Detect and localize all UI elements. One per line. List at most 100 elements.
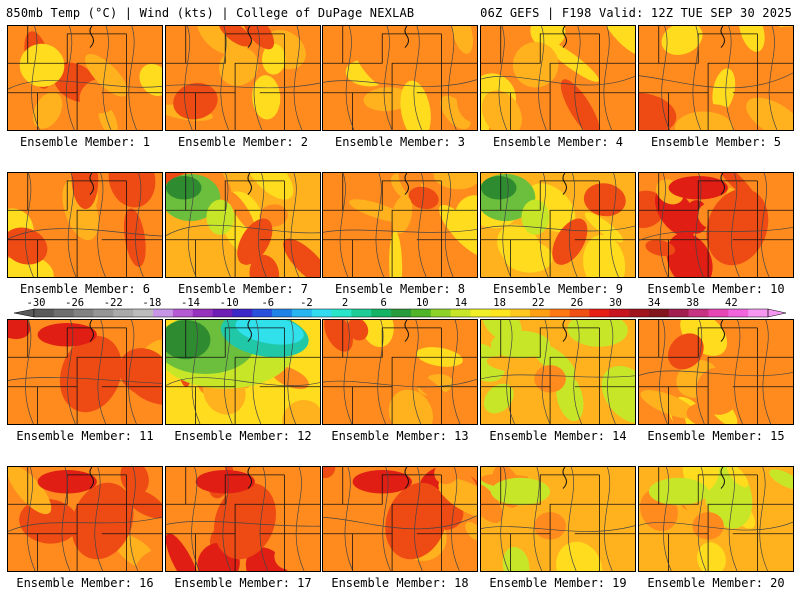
colorbar-tick-label: 34 [648,297,661,309]
ensemble-member-map [638,466,794,572]
temperature-field [639,173,793,277]
colorbar-swatch [93,309,114,317]
temperature-field [166,26,320,130]
temperature-field [481,467,635,571]
ensemble-member-map [480,172,636,278]
colorbar-tick-label: 22 [532,297,545,309]
colorbar-min-arrow [13,308,35,318]
ensemble-member-map [480,319,636,425]
temperature-field [8,26,162,130]
colorbar-swatch [133,309,154,317]
colorbar-tick-label: 2 [342,297,348,309]
colorbar-tick-label: 42 [725,297,738,309]
colorbar-tick-label: -30 [27,297,46,309]
colorbar-swatch [589,309,610,317]
ensemble-member-label: Ensemble Member: 17 [174,576,312,590]
ensemble-member-map [322,25,478,131]
temperature-field [323,467,477,571]
colorbar-swatch [34,309,55,317]
colorbar-tick-label: 18 [493,297,506,309]
colorbar-swatch [53,309,74,317]
colorbar-swatch [192,309,213,317]
colorbar-tick-label: 26 [571,297,584,309]
ensemble-member-map [7,319,163,425]
ensemble-member-label: Ensemble Member: 12 [174,429,312,443]
colorbar-swatch [331,309,352,317]
temperature-field [639,26,793,130]
colorbar-tick-label: 10 [416,297,429,309]
colorbar-swatch [648,309,670,317]
ensemble-member-map [322,172,478,278]
colorbar-tick-label: -22 [104,297,123,309]
ensemble-member-map [480,25,636,131]
ensemble-member-label: Ensemble Member: 16 [16,576,154,590]
ensemble-member-map [165,25,321,131]
ensemble-member-label: Ensemble Member: 20 [647,576,785,590]
colorbar-swatch [450,309,471,317]
ensemble-member-map [322,466,478,572]
ensemble-member-map [638,25,794,131]
colorbar-swatch [351,309,372,317]
colorbar-swatch [549,309,570,317]
ensemble-member-label: Ensemble Member: 19 [489,576,627,590]
temperature-field [481,26,635,130]
ensemble-member-map [165,172,321,278]
temperature-field [323,320,477,424]
ensemble-member-map [638,172,794,278]
colorbar-tick-label: 6 [381,297,387,309]
ensemble-member-label: Ensemble Member: 18 [331,576,469,590]
colorbar-tick-label: 38 [686,297,699,309]
colorbar-swatch [73,309,94,317]
ensemble-member-label: Ensemble Member: 7 [177,282,309,296]
ensemble-member-label: Ensemble Member: 6 [19,282,151,296]
colorbar-swatch [311,309,332,317]
ensemble-member-label: Ensemble Member: 2 [177,135,309,149]
colorbar-swatch [490,309,511,317]
colorbar-swatch [172,309,194,317]
colorbar-swatch [609,309,630,317]
ensemble-member-label: Ensemble Member: 10 [647,282,785,296]
ensemble-member-map [7,25,163,131]
ensemble-member-label: Ensemble Member: 15 [647,429,785,443]
colorbar-swatch [708,309,729,317]
temperature-field [639,320,793,424]
ensemble-member-label: Ensemble Member: 3 [334,135,466,149]
ensemble-member-label: Ensemble Member: 14 [489,429,627,443]
colorbar-swatch [410,309,432,317]
colorbar-swatch [232,309,253,317]
temperature-field [323,26,477,130]
colorbar-swatch [529,309,551,317]
colorbar-swatch [430,309,451,317]
temperature-field [323,173,477,277]
colorbar-swatch [748,309,769,317]
colorbar-swatch [728,309,749,317]
ensemble-member-label: Ensemble Member: 9 [492,282,624,296]
temperature-field [166,173,320,277]
colorbar-swatch [688,309,709,317]
ensemble-member-map [480,466,636,572]
map-title: 850mb Temp (°C) | Wind (kts) | College o… [6,6,415,20]
colorbar-swatch [291,309,313,317]
ensemble-member-map [165,466,321,572]
colorbar-tick-label: -10 [220,297,239,309]
ensemble-member-map [322,319,478,425]
ensemble-member-label: Ensemble Member: 1 [19,135,151,149]
ensemble-member-label: Ensemble Member: 11 [16,429,154,443]
temperature-field [8,320,162,424]
colorbar-swatch [629,309,650,317]
ensemble-member-map [7,466,163,572]
colorbar-max-arrow [767,308,787,318]
colorbar-swatch [212,309,233,317]
colorbar-tick-label: -14 [181,297,200,309]
colorbar-tick-label: 30 [609,297,622,309]
temperature-field [481,173,635,277]
colorbar-swatch [371,309,392,317]
colorbar-swatch [252,309,273,317]
temperature-field [8,173,162,277]
ensemble-member-map [7,172,163,278]
colorbar-swatch [113,309,134,317]
ensemble-member-map [165,319,321,425]
ensemble-member-label: Ensemble Member: 13 [331,429,469,443]
colorbar-tick-label: -6 [261,297,274,309]
colorbar-tick-label: -2 [300,297,313,309]
